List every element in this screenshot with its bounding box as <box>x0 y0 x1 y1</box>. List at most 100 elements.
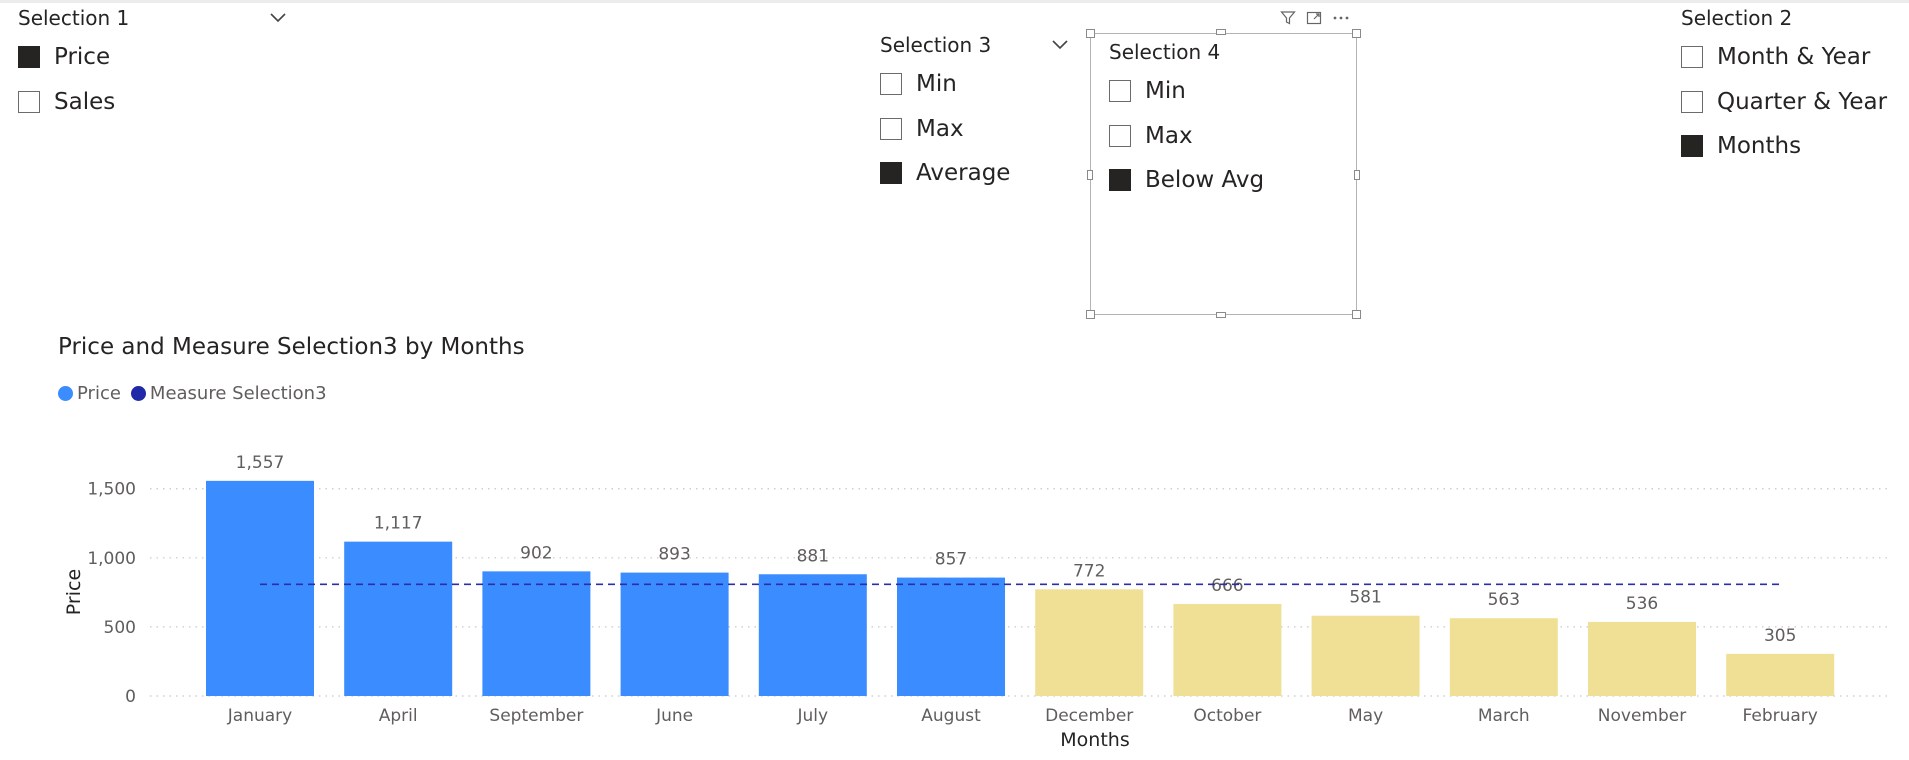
slicer-option-min[interactable]: Min <box>880 71 957 97</box>
data-label: 772 <box>1073 561 1105 581</box>
data-label: 305 <box>1764 626 1796 646</box>
checkbox[interactable] <box>1109 80 1131 102</box>
data-label: 536 <box>1626 594 1658 614</box>
slicer-selection-2: Selection 2 Month & Year Quarter & Year … <box>1681 6 1901 166</box>
option-label: Min <box>1145 78 1186 104</box>
slicer-option-min[interactable]: Min <box>1109 78 1186 104</box>
bar-june <box>620 572 729 696</box>
resize-handle[interactable] <box>1216 312 1226 318</box>
option-label: Average <box>916 160 1011 186</box>
slicer-option-below-avg[interactable]: Below Avg <box>1109 167 1264 193</box>
option-label: Months <box>1717 133 1802 159</box>
bar-december <box>1035 589 1144 696</box>
slicer-option-max[interactable]: Max <box>1109 123 1193 149</box>
bar-chart: 0 500 1,000 1,500 1,557 January 1,117 April 902 S… <box>63 453 1890 751</box>
chevron-down-icon[interactable] <box>1050 35 1070 55</box>
bar-august <box>897 577 1005 696</box>
slicer-selection-4: Selection 4 Min Max Below Avg <box>1109 40 1339 200</box>
option-label: Min <box>916 71 957 97</box>
option-label: Max <box>1145 123 1193 149</box>
x-tick-label: January <box>227 706 292 726</box>
data-label: 857 <box>935 550 967 570</box>
resize-handle[interactable] <box>1352 310 1361 319</box>
legend-label: Price <box>77 383 121 404</box>
filter-icon[interactable] <box>1280 10 1296 26</box>
option-label: Below Avg <box>1145 167 1265 193</box>
bar-may <box>1311 615 1420 696</box>
x-tick-label: March <box>1478 706 1530 726</box>
data-label: 666 <box>1211 576 1243 596</box>
checkbox[interactable] <box>880 118 902 140</box>
checkbox[interactable] <box>1109 169 1131 191</box>
resize-handle[interactable] <box>1352 29 1361 38</box>
slicer-title: Selection 4 <box>1109 40 1221 64</box>
chevron-down-icon[interactable] <box>268 8 288 28</box>
legend-item-measure[interactable]: Measure Selection3 <box>130 383 327 404</box>
bar-april <box>344 541 453 696</box>
data-label: 881 <box>797 546 829 566</box>
bar-november <box>1588 621 1696 696</box>
x-tick-label: December <box>1045 706 1133 726</box>
checkbox[interactable] <box>880 162 902 184</box>
x-tick-label: October <box>1193 706 1261 726</box>
bar-september <box>482 571 591 696</box>
resize-handle[interactable] <box>1086 29 1095 38</box>
checkbox[interactable] <box>18 46 40 68</box>
x-tick-label: July <box>797 706 829 726</box>
x-tick-label: May <box>1348 706 1383 726</box>
bar-july <box>758 574 867 696</box>
slicer-option-max[interactable]: Max <box>880 116 964 142</box>
resize-handle[interactable] <box>1216 29 1226 35</box>
slicer-option-months[interactable]: Months <box>1681 133 1801 159</box>
slicer-option-average[interactable]: Average <box>880 160 1010 186</box>
more-options-icon[interactable] <box>1332 10 1350 26</box>
checkbox[interactable] <box>1681 91 1703 113</box>
slicer-selection-1: Selection 1 Price Sales <box>18 6 298 116</box>
visual-header-icons <box>1280 10 1350 26</box>
checkbox[interactable] <box>18 91 40 113</box>
top-border <box>0 0 1909 3</box>
checkbox[interactable] <box>1681 135 1703 157</box>
option-label: Sales <box>54 89 116 115</box>
legend-label: Measure Selection3 <box>149 383 327 404</box>
x-tick-label: September <box>489 706 583 726</box>
chart-legend: Price Measure Selection3 <box>58 383 337 404</box>
resize-handle[interactable] <box>1087 170 1093 180</box>
y-tick-label: 1,000 <box>87 549 136 569</box>
slicer-title: Selection 2 <box>1681 6 1793 30</box>
x-tick-label: June <box>655 706 693 726</box>
resize-handle[interactable] <box>1086 310 1095 319</box>
checkbox[interactable] <box>1109 125 1131 147</box>
bar-february <box>1726 653 1835 696</box>
slicer-selection-3: Selection 3 Min Max Average <box>880 33 1080 193</box>
legend-item-price[interactable]: Price <box>58 383 121 404</box>
chart-title: Price and Measure Selection3 by Months <box>58 334 525 360</box>
bar-october <box>1173 603 1282 696</box>
data-label: 902 <box>520 543 552 563</box>
checkbox[interactable] <box>1681 46 1703 68</box>
data-label: 1,117 <box>374 514 423 534</box>
option-label: Max <box>916 116 964 142</box>
x-tick-label: November <box>1598 706 1686 726</box>
slicer-option-sales[interactable]: Sales <box>18 89 115 115</box>
option-label: Price <box>54 44 111 70</box>
data-label: 563 <box>1488 590 1520 610</box>
slicer-option-price[interactable]: Price <box>18 44 110 70</box>
x-axis-title: Months <box>1060 729 1129 751</box>
x-tick-label: February <box>1743 706 1818 726</box>
focus-mode-icon[interactable] <box>1306 10 1322 26</box>
checkbox[interactable] <box>880 73 902 95</box>
slicer-option-quarter-year[interactable]: Quarter & Year <box>1681 89 1887 115</box>
slicer-option-month-year[interactable]: Month & Year <box>1681 44 1870 70</box>
y-tick-label: 500 <box>104 618 136 638</box>
option-label: Month & Year <box>1717 44 1871 70</box>
resize-handle[interactable] <box>1354 170 1360 180</box>
y-tick-label: 1,500 <box>87 480 136 500</box>
legend-dot-icon <box>130 386 146 401</box>
x-tick-label: April <box>379 706 418 726</box>
slicer-title: Selection 1 <box>18 6 130 30</box>
data-label: 1,557 <box>236 453 285 473</box>
slicer-title: Selection 3 <box>880 33 992 57</box>
x-tick-label: August <box>921 706 981 726</box>
bar-march <box>1449 618 1558 696</box>
